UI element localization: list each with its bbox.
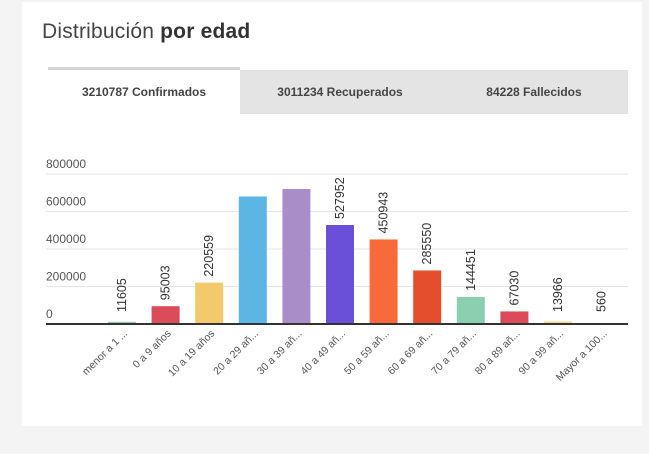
y-tick-label: 200000 (46, 270, 86, 284)
tab-confirmados-label: 3210787 Confirmados (81, 85, 207, 99)
data-label-12: 560 (595, 291, 609, 312)
y-tick-label: 400000 (46, 232, 86, 246)
x-tick-label-2: 0 a 9 años (131, 328, 174, 371)
chart-card: Distribución por edad 3210787 Confirmado… (22, 2, 642, 426)
bar-10 (500, 311, 529, 324)
title-bold: por edad (160, 20, 251, 43)
tab-bar: 3210787 Confirmados 3011234 Recuperados … (48, 67, 628, 114)
tab-confirmados[interactable]: 3210787 Confirmados (48, 67, 240, 114)
bar-3 (195, 282, 224, 324)
data-label-9: 144451 (464, 249, 478, 291)
x-tick-label-5: 30 a 39 añ... (255, 328, 305, 378)
x-tick-label-3: 10 a 19 años (166, 328, 217, 379)
page-title: Distribución por edad (42, 20, 250, 44)
chart-bars (108, 189, 616, 325)
data-label-7: 450943 (377, 192, 391, 234)
data-label-1: 11605 (115, 278, 129, 312)
x-tick-label-9: 70 a 79 añ... (429, 328, 479, 378)
data-label-2: 95003 (159, 265, 173, 300)
bar-11 (544, 321, 572, 324)
bar-4 (238, 196, 267, 324)
bar-1 (108, 321, 136, 324)
x-tick-label-4: 20 a 29 añ... (211, 328, 261, 378)
bar-5 (282, 189, 311, 324)
data-label-6: 527952 (333, 177, 347, 219)
tab-recuperados-label: 3011234 Recuperados (277, 85, 403, 99)
bar-2 (151, 306, 180, 324)
bar-7 (369, 239, 398, 324)
tab-fallecidos-label: 84228 Fallecidos (486, 85, 582, 99)
title-regular: Distribución (42, 20, 155, 43)
x-tick-label-10: 80 a 89 añ... (473, 328, 523, 378)
x-tick-label-8: 60 a 69 añ... (386, 328, 436, 378)
data-label-8: 285550 (420, 223, 434, 265)
x-tick-label-1: menor a 1 ... (80, 328, 130, 378)
tab-fallecidos[interactable]: 84228 Fallecidos (440, 70, 628, 114)
x-tick-label-7: 50 a 59 añ... (342, 328, 392, 378)
chart-data-labels: 11605 95003 220559 527952 450943 285550 144451… (115, 177, 609, 312)
y-tick-label: 600000 (46, 195, 86, 209)
chart-y-axis: 0 200000 400000 600000 800000 (46, 157, 86, 321)
y-tick-label: 0 (46, 307, 53, 321)
bar-6 (326, 225, 354, 324)
data-label-3: 220559 (202, 235, 216, 277)
bar-8 (413, 270, 442, 324)
bar-9 (456, 296, 485, 324)
tab-recuperados[interactable]: 3011234 Recuperados (240, 70, 440, 114)
y-tick-label: 800000 (46, 157, 86, 171)
data-label-11: 13966 (551, 277, 565, 312)
x-tick-label-6: 40 a 49 añ... (298, 328, 348, 378)
data-label-10: 67030 (507, 271, 521, 306)
